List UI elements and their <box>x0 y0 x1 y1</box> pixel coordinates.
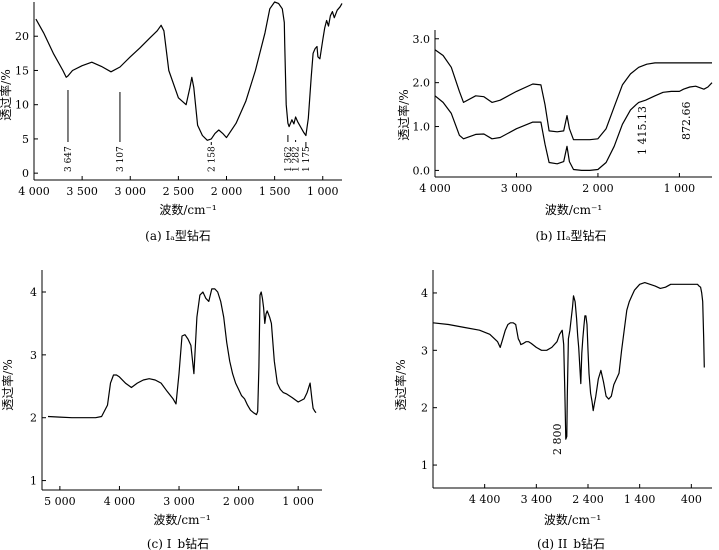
x-tick-label: 3 000 <box>115 185 147 198</box>
x-tick-label: 1 400 <box>624 493 656 506</box>
x-axis-label: 波数/cm⁻¹ <box>159 202 216 217</box>
y-axis-label: 透过率/% <box>0 359 15 410</box>
y-tick-label: 4 <box>421 287 428 300</box>
y-axis-label: 透过率/% <box>396 89 411 140</box>
chart-panel-1: 4 000 3 500 3 000 2 500 2 000 1 500 1 000 0 5 10 1… <box>0 1 343 243</box>
x-tick-label: 1 000 <box>664 182 696 195</box>
y-tick-label: 2 <box>421 402 428 415</box>
x-tick-label: 4 000 <box>419 182 451 195</box>
x-axis-label: 波数/cm⁻¹ <box>153 512 210 527</box>
x-tick-label: 3 500 <box>66 185 98 198</box>
annotation-label: 2 800 <box>551 424 564 456</box>
x-tick-label: 4 000 <box>104 495 136 508</box>
chart-panel-3: 5 000 4 000 3 000 2 000 1 000 1 2 3 4 波数/cm⁻¹ 透过率/… <box>0 270 322 550</box>
series-line-1 <box>35 1 343 141</box>
y-tick-label: 2.0 <box>413 77 431 90</box>
panel-caption: (a) Iₐ型钻石 <box>145 228 211 243</box>
y-tick-label: 10 <box>15 99 29 112</box>
x-tick-label: 4 400 <box>469 493 501 506</box>
x-tick-label: 2 400 <box>572 493 604 506</box>
x-tick-label: 400 <box>681 493 702 506</box>
y-tick-label: 1.0 <box>413 121 431 134</box>
series-line-2 <box>434 82 713 171</box>
y-tick-label: 0 <box>22 167 29 180</box>
series-line-1 <box>434 49 712 141</box>
y-tick-label: 0.0 <box>413 164 431 177</box>
x-tick-label: 5 000 <box>44 495 76 508</box>
y-tick-label: 3.0 <box>413 33 431 46</box>
y-tick-label: 3 <box>30 349 37 362</box>
x-tick-label: 1 000 <box>307 185 339 198</box>
x-tick-label: 4 000 <box>18 185 50 198</box>
y-tick-label: 5 <box>22 133 29 146</box>
series-line-1 <box>432 282 705 440</box>
panel-caption: (c) I_b钻石 <box>147 536 209 550</box>
x-tick-label: 3 400 <box>521 493 553 506</box>
series-line-1 <box>47 288 317 419</box>
y-tick-label: 15 <box>15 64 29 77</box>
y-tick-label: 3 <box>421 344 428 357</box>
chart-panel-4: 4 400 3 400 2 400 1 400 400 1 2 3 4 2 800 波数/cm⁻¹ 透… <box>393 270 712 550</box>
y-axis-label: 透过率/% <box>0 69 13 120</box>
y-axis-label: 透过率/% <box>393 359 408 410</box>
annotation-label: 1 415.13 <box>636 106 649 155</box>
annotation-label: 3 647 <box>64 146 74 172</box>
y-tick-label: 4 <box>30 286 37 299</box>
x-tick-label: 3 000 <box>501 182 533 195</box>
x-tick-label: 3 000 <box>163 495 195 508</box>
y-tick-label: 2 <box>30 412 37 425</box>
annotation-label: 1 175 <box>302 146 312 172</box>
panel-caption: (b) IIₐ型钻石 <box>536 228 607 243</box>
panel-caption: (d) II_b钻石 <box>537 536 605 550</box>
annotation-label: 2 158 <box>207 146 217 172</box>
x-tick-label: 2 000 <box>211 185 243 198</box>
chart-panel-2: 4 000 3 000 2 000 1 000 0.0 1.0 2.0 3.0 1 415.13… <box>396 30 713 243</box>
y-tick-label: 1 <box>30 475 37 488</box>
annotation-label: 3 107 <box>116 146 126 172</box>
annotation-label: 1 362 <box>284 146 294 172</box>
x-tick-label: 1 000 <box>282 495 314 508</box>
x-axis-label: 波数/cm⁻¹ <box>545 202 602 217</box>
x-axis-label: 波数/cm⁻¹ <box>544 512 601 527</box>
annotation-label: 1 282 <box>292 146 302 172</box>
y-tick-label: 20 <box>15 30 29 43</box>
x-tick-label: 2 000 <box>223 495 255 508</box>
y-tick-label: 1 <box>421 459 428 472</box>
x-tick-label: 1 500 <box>259 185 291 198</box>
x-tick-label: 2 500 <box>163 185 195 198</box>
annotation-label: 872.66 <box>680 102 693 141</box>
x-tick-label: 2 000 <box>582 182 614 195</box>
